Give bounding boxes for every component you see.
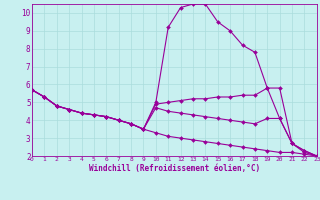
X-axis label: Windchill (Refroidissement éolien,°C): Windchill (Refroidissement éolien,°C) — [89, 164, 260, 173]
